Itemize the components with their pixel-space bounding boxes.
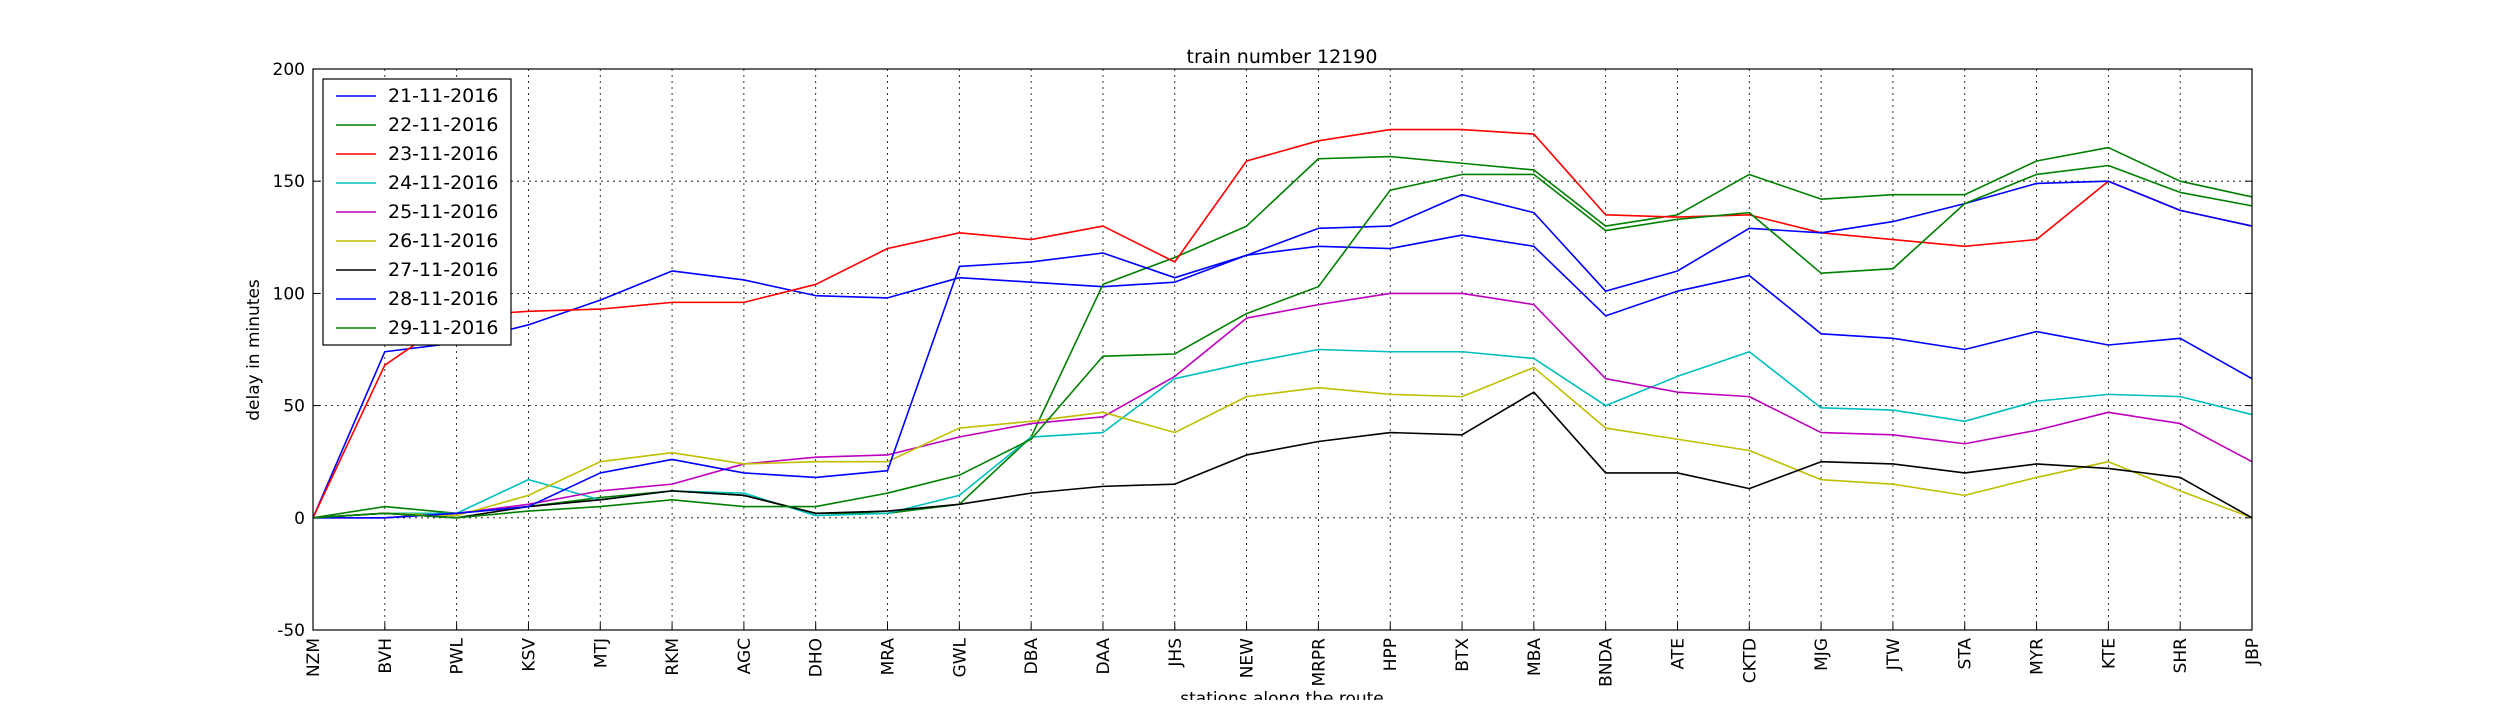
series-line-25-11-2016 [313, 292, 2253, 519]
legend-label: 24-11-2016 [388, 172, 498, 194]
plot-frame [312, 68, 2253, 631]
y-axis-ticks: -50 0 50 100 150 200 [273, 60, 2252, 641]
x-tick-label: SHR [2171, 638, 2191, 674]
y-tick-label: 0 [294, 509, 305, 529]
y-tick-label: 50 [283, 397, 305, 417]
legend: 21-11-2016 22-11-2016 23-11-2016 24-11-2016… [322, 78, 512, 346]
x-tick-label: GWL [950, 637, 970, 677]
x-tick-label: MRA [879, 638, 899, 676]
y-tick-label: 200 [273, 60, 305, 80]
y-tick-label: 100 [273, 284, 305, 304]
x-tick-label: JBP [2243, 638, 2263, 666]
legend-label: 23-11-2016 [388, 143, 498, 165]
x-tick-label: KTE [2099, 638, 2119, 669]
x-axis-label: stations along the route [1180, 689, 1384, 700]
x-axis-ticks: NZM BVH PWL KSV MTJ RKM AGC DHO MRA GWL DBA DAA JHS N… [304, 623, 2263, 687]
x-tick-label: PWL [448, 637, 468, 674]
series-line-21-11-2016 [312, 234, 2253, 519]
x-tick-label: DHO [807, 638, 827, 677]
x-tick-label: ATE [1668, 638, 1688, 669]
legend-label: 22-11-2016 [388, 114, 498, 136]
x-tick-label: STA [1956, 638, 1976, 670]
chart-title: train number 12190 [1187, 46, 1378, 68]
x-tick-label: BVH [376, 638, 396, 674]
y-tick-label: -50 [277, 621, 305, 641]
x-tick-label: MJG [1812, 638, 1832, 671]
x-tick-label: KSV [519, 638, 539, 672]
x-tick-label: JTW [1884, 638, 1904, 671]
legend-label: 29-11-2016 [388, 317, 498, 339]
x-tick-label: MBA [1525, 638, 1545, 676]
legend-label: 27-11-2016 [388, 259, 498, 281]
x-tick-label: RKM [663, 638, 683, 676]
y-tick-label: 150 [273, 172, 305, 192]
x-tick-label: NZM [304, 638, 324, 677]
series-line-27-11-2016 [312, 391, 2253, 519]
series-lines [312, 128, 2253, 519]
x-tick-label: DBA [1022, 638, 1042, 675]
legend-label: 21-11-2016 [388, 85, 498, 107]
series-line-22-11-2016 [312, 146, 2253, 519]
series-line-23-11-2016 [312, 128, 2253, 519]
x-tick-label: MRPR [1309, 638, 1329, 687]
legend-label: 28-11-2016 [388, 288, 498, 310]
y-axis-label: delay in minutes [244, 279, 264, 421]
x-tick-label: AGC [735, 638, 755, 674]
x-tick-label: MTJ [591, 638, 611, 668]
legend-label: 25-11-2016 [388, 201, 498, 223]
series-line-28-11-2016 [313, 180, 2253, 519]
x-tick-label: NEW [1238, 638, 1258, 678]
x-tick-label: MYR [2028, 638, 2048, 675]
series-line-24-11-2016 [312, 348, 2253, 519]
x-tick-label: BTX [1453, 638, 1473, 672]
x-tick-label: DAA [1094, 638, 1114, 675]
series-line-26-11-2016 [312, 366, 2253, 519]
x-tick-label: HPP [1381, 638, 1401, 671]
x-tick-label: BNDA [1597, 638, 1617, 687]
gridlines [313, 69, 2252, 630]
legend-label: 26-11-2016 [388, 230, 498, 252]
x-tick-label: JHS [1166, 638, 1186, 668]
x-tick-label: CKTD [1740, 638, 1760, 683]
series-line-29-11-2016 [312, 164, 2253, 519]
